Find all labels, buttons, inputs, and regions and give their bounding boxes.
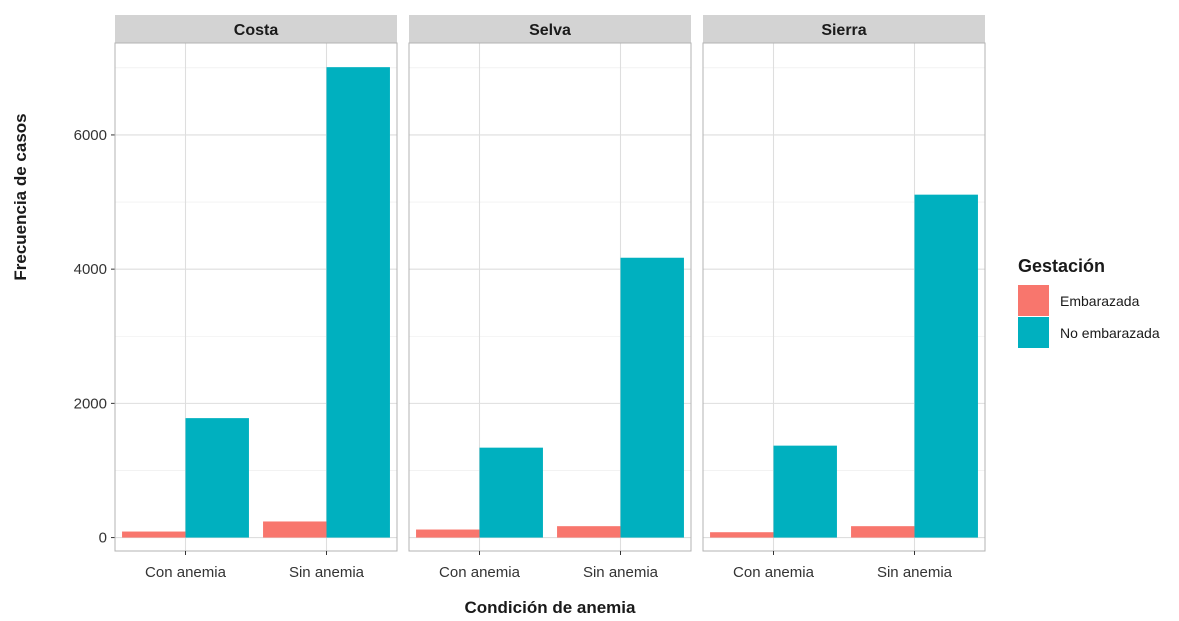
y-tick-label: 0 [99, 530, 107, 547]
bar-costa-sin-anemia-embarazada [263, 521, 327, 538]
bar-selva-con-anemia-embarazada [416, 529, 480, 538]
x-tick-label: Con anemia [733, 564, 815, 581]
bar-sierra-sin-anemia-embarazada [851, 526, 915, 538]
bar-sierra-con-anemia-embarazada [710, 532, 774, 538]
legend-key-embarazada [1018, 285, 1049, 316]
legend-key-no-embarazada [1018, 317, 1049, 348]
facet-strip-label: Selva [529, 22, 571, 39]
bar-costa-con-anemia-embarazada [122, 531, 186, 538]
x-tick-label: Sin anemia [289, 564, 365, 581]
legend-title: Gestación [1018, 256, 1105, 276]
bar-costa-sin-anemia-no-embarazada [326, 67, 390, 538]
x-tick-label: Sin anemia [583, 564, 659, 581]
facet-panel-sierra: Sierra Con anemia Sin anemia [702, 15, 986, 581]
bar-selva-sin-anemia-embarazada [557, 526, 621, 538]
legend-label: Embarazada [1060, 293, 1140, 309]
facet-strip [703, 15, 985, 43]
y-tick-label: 4000 [74, 261, 107, 278]
x-tick-label: Con anemia [439, 564, 521, 581]
bar-sierra-sin-anemia-no-embarazada [914, 194, 978, 538]
legend-items: Embarazada No embarazada [1018, 285, 1160, 348]
facet-panel-costa: Costa Con anemia Sin anemia [114, 15, 398, 581]
bar-costa-con-anemia-no-embarazada [185, 418, 249, 538]
x-tick-label: Sin anemia [877, 564, 953, 581]
facet-strip-label: Costa [234, 22, 279, 39]
bar-selva-con-anemia-no-embarazada [479, 447, 543, 538]
x-axis-title: Condición de anemia [465, 598, 637, 617]
facet-strip [409, 15, 691, 43]
panel-border [114, 42, 398, 552]
legend: Gestación Embarazada No embarazada [1018, 256, 1160, 348]
y-tick-label: 6000 [74, 127, 107, 144]
panel-border [702, 42, 986, 552]
facet-strip-label: Sierra [821, 22, 866, 39]
x-tick-label: Con anemia [145, 564, 227, 581]
legend-label: No embarazada [1060, 325, 1160, 341]
y-axis-ticks: 0 2000 4000 6000 [74, 127, 115, 547]
facet-panels: Costa Con anemia Sin anemia Selva Con anemia… [114, 15, 986, 581]
facet-panel-selva: Selva Con anemia Sin anemia [408, 15, 692, 581]
facet-strip [115, 15, 397, 43]
y-axis-title: Frecuencia de casos [11, 113, 30, 280]
bar-sierra-con-anemia-no-embarazada [773, 445, 837, 538]
bar-selva-sin-anemia-no-embarazada [620, 257, 684, 538]
y-tick-label: 2000 [74, 395, 107, 412]
panel-border [408, 42, 692, 552]
